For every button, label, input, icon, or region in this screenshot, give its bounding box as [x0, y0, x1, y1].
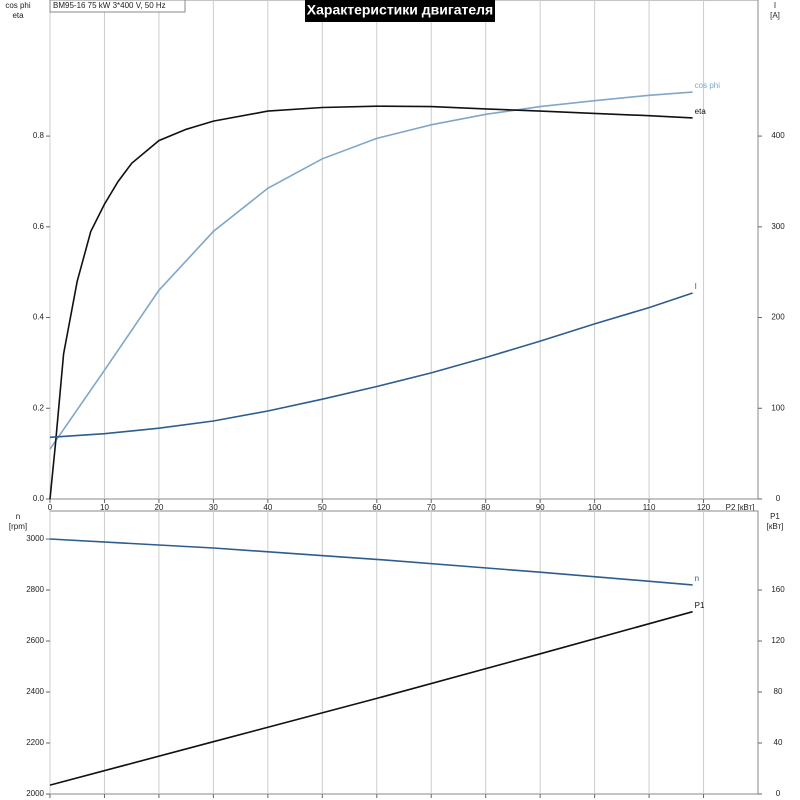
x-tick-label: 10	[100, 503, 109, 512]
header-box	[49, 0, 186, 13]
y-tick-label: 2400	[26, 687, 44, 696]
y-tick-label: 0.0	[33, 494, 45, 503]
series-line	[49, 538, 693, 586]
x-tick-label: 20	[154, 503, 163, 512]
series-line	[49, 610, 693, 786]
y-axis-label: eta	[12, 11, 24, 20]
y-tick-label: 2000	[26, 789, 44, 798]
x-tick-label: 0	[48, 503, 53, 512]
series-label: I	[695, 282, 697, 291]
y-tick-label: 2600	[26, 636, 44, 645]
x-axis-label: P2 [кВт]	[726, 503, 755, 512]
plot-frame	[49, 510, 759, 795]
y2-tick-label: 400	[771, 131, 785, 140]
y2-tick-label: 0	[776, 789, 781, 798]
y2-tick-label: 120	[771, 636, 785, 645]
y-tick-label: 2800	[26, 585, 44, 594]
header: BM95-16 75 kW 3*400 V, 50 Hz	[53, 1, 166, 10]
y2-tick-label: 300	[771, 222, 785, 231]
series-label: eta	[695, 107, 707, 116]
x-tick-label: 70	[427, 503, 436, 512]
y-tick-label: 0.6	[33, 222, 45, 231]
x-tick-label: 40	[263, 503, 272, 512]
series-label: P1	[695, 601, 705, 610]
x-tick-label: 110	[643, 503, 656, 512]
x-tick-label: 90	[536, 503, 545, 512]
x-tick-label: 80	[481, 503, 490, 512]
series-line	[49, 91, 693, 450]
y2-tick-label: 0	[776, 494, 781, 503]
y2-tick-label: 80	[774, 687, 783, 696]
y2-tick-label: 40	[774, 738, 783, 747]
y2-tick-label: 200	[771, 313, 785, 322]
series-label: cos phi	[695, 81, 721, 90]
x-tick-label: 50	[318, 503, 327, 512]
y-tick-label: 2200	[26, 738, 44, 747]
x-tick-label: 120	[697, 503, 711, 512]
y-axis-label: cos phi	[5, 1, 31, 10]
y2-tick-label: 100	[771, 403, 785, 412]
y2-axis-label: I	[774, 1, 776, 10]
y-tick-label: 0.4	[33, 313, 45, 322]
x-tick-label: 30	[209, 503, 218, 512]
y-tick-label: 3000	[26, 534, 44, 543]
series-line	[49, 292, 693, 439]
y2-axis-label: P1	[770, 512, 780, 521]
y2-tick-label: 160	[771, 585, 785, 594]
x-tick-label: 60	[372, 503, 381, 512]
y2-axis-label: [A]	[770, 11, 780, 20]
x-tick-label: 100	[588, 503, 602, 512]
y-axis-label: n	[16, 512, 20, 521]
y-tick-label: 0.2	[33, 403, 45, 412]
title-box	[305, 0, 495, 22]
y-axis-label: [rpm]	[9, 522, 27, 531]
series-line	[49, 105, 693, 500]
y-tick-label: 0.8	[33, 131, 45, 140]
series-label: n	[695, 574, 699, 583]
y2-axis-label: [кВт]	[767, 522, 784, 531]
chart-title: Характеристики двигателя	[307, 2, 493, 18]
plot-frame	[49, 0, 759, 500]
